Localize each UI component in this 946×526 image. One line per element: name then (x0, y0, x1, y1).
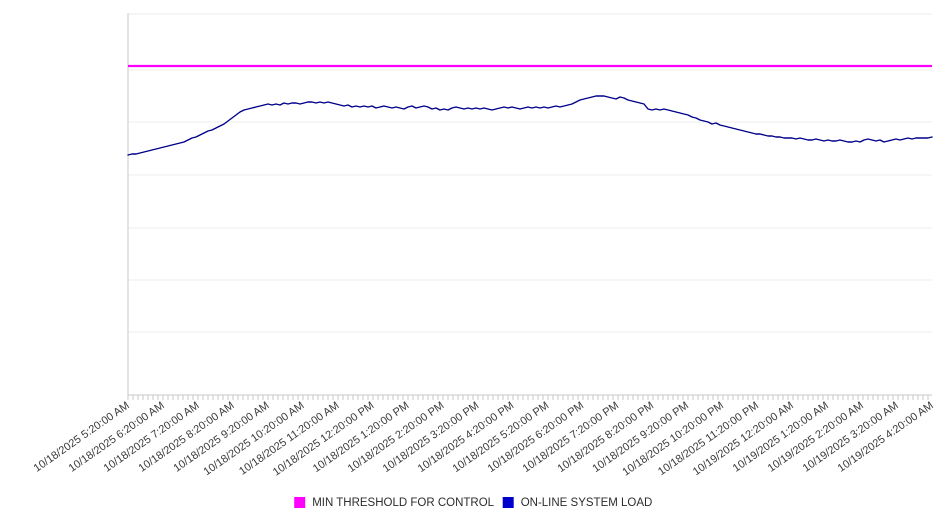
gridlines (128, 13, 932, 333)
legend-label[interactable]: ON-LINE SYSTEM LOAD (521, 497, 653, 509)
legend-swatch[interactable] (502, 497, 514, 508)
series-on-line-system-load (127, 95, 933, 156)
x-axis-ticks (127, 395, 929, 400)
legend-label[interactable]: MIN THRESHOLD FOR CONTROL (312, 497, 494, 509)
chart-legend: MIN THRESHOLD FOR CONTROL ON-LINE SYSTEM … (294, 497, 652, 509)
legend-swatch[interactable] (294, 497, 306, 508)
